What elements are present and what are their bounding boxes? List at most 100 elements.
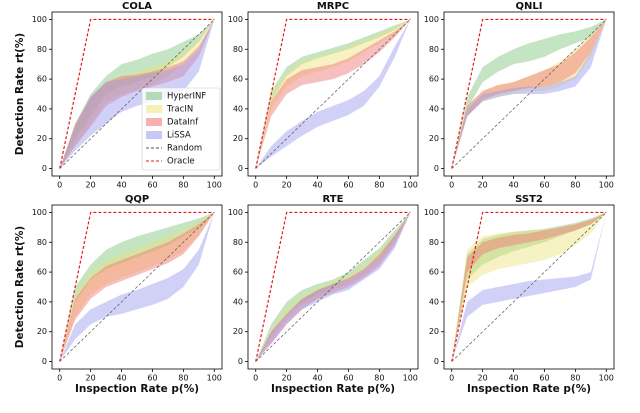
- band: [451, 19, 607, 169]
- band: [451, 19, 607, 169]
- y-tick-label: 40: [233, 297, 243, 306]
- x-tick-label: 60: [147, 181, 157, 190]
- legend-label: Random: [167, 144, 202, 154]
- band: [255, 19, 411, 169]
- y-tick-label: 80: [37, 238, 47, 247]
- line: [255, 19, 411, 169]
- y-tick-label: 0: [42, 357, 47, 366]
- axes-frame: [443, 204, 615, 370]
- x-tick-label: 40: [312, 374, 322, 383]
- x-tick-label: 0: [449, 374, 454, 383]
- x-tick-label: 0: [57, 181, 62, 190]
- line: [59, 211, 215, 362]
- line: [59, 212, 215, 362]
- band: [59, 212, 215, 362]
- legend-label: Oracle: [167, 157, 195, 167]
- legend-swatch: [146, 92, 162, 100]
- x-tick-label: 20: [86, 374, 96, 383]
- y-tick-label: 60: [37, 268, 47, 277]
- line: [451, 19, 607, 169]
- x-tick-label: 60: [343, 181, 353, 190]
- y-tick-label: 0: [434, 164, 439, 173]
- y-tick-label: 0: [42, 164, 47, 173]
- x-tick-label: 60: [343, 374, 353, 383]
- y-tick-label: 60: [37, 75, 47, 84]
- band: [451, 212, 607, 362]
- y-tick-label: 60: [233, 268, 243, 277]
- y-tick-label: 80: [37, 45, 47, 54]
- x-tick-label: 20: [282, 181, 292, 190]
- y-tick-label: 0: [238, 164, 243, 173]
- band: [255, 19, 411, 169]
- x-tick-label: 0: [253, 374, 258, 383]
- x-tick-label: 40: [312, 181, 322, 190]
- x-tick-label: 40: [116, 181, 126, 190]
- band: [451, 212, 607, 362]
- y-tick-label: 20: [233, 134, 243, 143]
- legend-label: HyperINF: [167, 92, 206, 102]
- line: [451, 211, 607, 362]
- y-tick-label: 80: [429, 45, 439, 54]
- legend-label: DataInf: [167, 118, 199, 128]
- x-axis-label: Inspection Rate p(%): [271, 383, 395, 395]
- subplot-title: SST2: [515, 194, 543, 205]
- y-tick-label: 40: [37, 104, 47, 113]
- line: [451, 212, 607, 362]
- x-tick-label: 60: [539, 181, 549, 190]
- band: [255, 19, 411, 169]
- line: [451, 18, 607, 169]
- y-tick-label: 100: [424, 208, 439, 217]
- x-tick-label: 0: [449, 181, 454, 190]
- x-tick-label: 40: [508, 181, 518, 190]
- y-tick-label: 40: [37, 297, 47, 306]
- y-tick-label: 20: [233, 327, 243, 336]
- line: [59, 18, 215, 169]
- subplot-title: QNLI: [516, 1, 543, 12]
- x-axis-label: Inspection Rate p(%): [75, 383, 199, 395]
- line: [255, 211, 411, 362]
- x-tick-label: 100: [207, 181, 222, 190]
- line: [255, 18, 411, 169]
- x-tick-label: 80: [570, 181, 580, 190]
- y-tick-label: 100: [228, 15, 243, 24]
- line: [255, 212, 411, 362]
- y-tick-label: 100: [32, 15, 47, 24]
- y-tick-label: 20: [429, 134, 439, 143]
- y-tick-label: 0: [238, 357, 243, 366]
- x-tick-label: 0: [253, 181, 258, 190]
- x-tick-label: 40: [508, 374, 518, 383]
- x-axis-label: Inspection Rate p(%): [467, 383, 591, 395]
- axes-frame: [51, 204, 223, 370]
- y-tick-label: 80: [429, 238, 439, 247]
- subplot-title: COLA: [122, 1, 152, 12]
- axes-frame: [51, 11, 223, 177]
- y-tick-label: 40: [429, 104, 439, 113]
- x-tick-label: 80: [570, 374, 580, 383]
- x-tick-label: 20: [282, 374, 292, 383]
- x-tick-label: 100: [599, 374, 614, 383]
- y-axis-label: Detection Rate rt(%): [14, 33, 26, 155]
- x-tick-label: 60: [539, 374, 549, 383]
- legend-swatch: [146, 105, 162, 113]
- x-tick-label: 0: [57, 374, 62, 383]
- x-tick-label: 60: [147, 374, 157, 383]
- x-tick-label: 80: [178, 181, 188, 190]
- axes-frame: [443, 11, 615, 177]
- x-tick-label: 20: [478, 181, 488, 190]
- y-tick-label: 40: [233, 104, 243, 113]
- x-tick-label: 100: [599, 181, 614, 190]
- axes-frame: [247, 11, 419, 177]
- y-tick-label: 40: [429, 297, 439, 306]
- legend-swatch: [146, 118, 162, 126]
- y-tick-label: 100: [32, 208, 47, 217]
- y-tick-label: 60: [233, 75, 243, 84]
- x-tick-label: 80: [374, 181, 384, 190]
- y-tick-label: 60: [429, 75, 439, 84]
- y-tick-label: 100: [424, 15, 439, 24]
- x-tick-label: 40: [116, 374, 126, 383]
- y-tick-label: 80: [233, 238, 243, 247]
- subplot-title: RTE: [323, 194, 344, 205]
- x-tick-label: 100: [403, 181, 418, 190]
- x-tick-label: 100: [403, 374, 418, 383]
- subplot-title: QQP: [125, 194, 149, 205]
